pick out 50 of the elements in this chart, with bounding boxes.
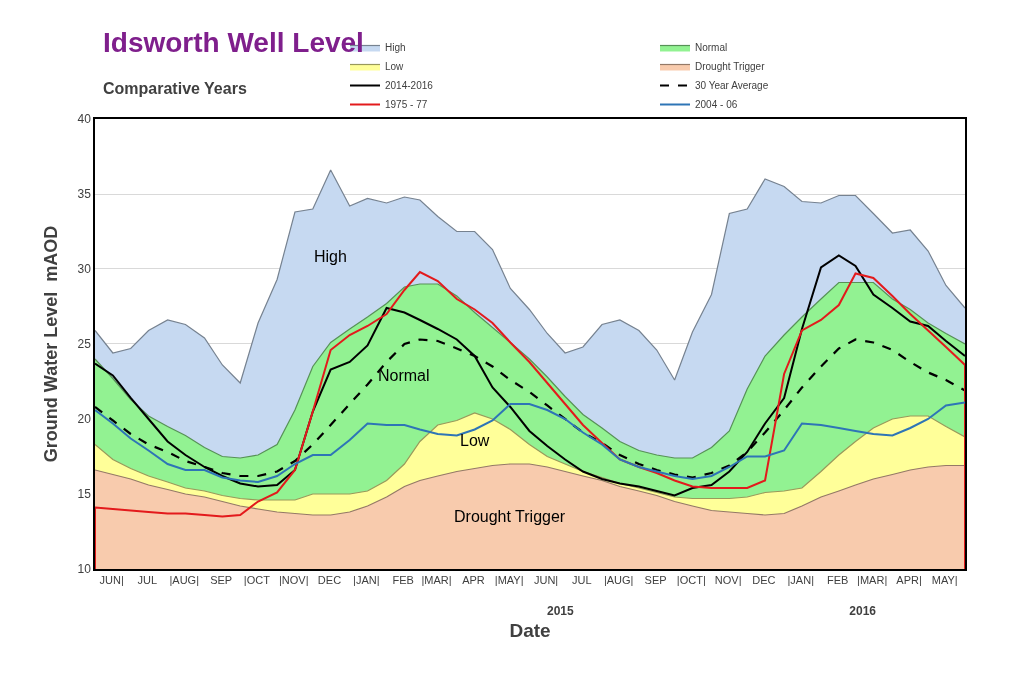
- x-tick-label: JUN|: [99, 573, 124, 586]
- x2-tick-label: 2016: [849, 603, 877, 618]
- x-tick-label: |JAN|: [353, 573, 380, 586]
- y-tick-label: 35: [77, 187, 92, 202]
- x-tick-label: |JAN|: [787, 573, 815, 586]
- y-tick-label: 15: [77, 487, 92, 502]
- x-tick-label: |MAY|: [494, 573, 524, 586]
- x-tick-label: SEP: [644, 573, 667, 586]
- x-tick-label: JUL: [571, 573, 592, 586]
- annotation: Low: [460, 432, 490, 449]
- y-tick-label: 20: [77, 412, 92, 427]
- annotation: Normal: [378, 367, 430, 384]
- y-axis-title: Ground Water Level mAOD: [41, 225, 62, 463]
- legend-label: 2014-2016: [385, 80, 434, 92]
- annotation: Drought Trigger: [454, 508, 566, 525]
- x-tick-label: |AUG|: [603, 573, 634, 586]
- x-tick-label: MAY|: [931, 573, 958, 586]
- x-tick-label: FEB: [392, 573, 414, 586]
- x-tick-label: |MAR|: [421, 573, 452, 586]
- x-tick-label: APR|: [896, 573, 922, 586]
- x-tick-label: APR: [462, 573, 485, 586]
- legend-label: 1975 - 77: [385, 99, 428, 111]
- legend-label: 2004 - 06: [695, 99, 738, 111]
- y-tick-label: 25: [77, 337, 92, 352]
- y-tick-label: 10: [77, 562, 92, 577]
- x-tick-label: |OCT: [243, 573, 271, 586]
- x-tick-label: DEC: [317, 573, 342, 586]
- x2-tick-label: 2015: [547, 603, 575, 618]
- legend-label: High: [385, 42, 406, 54]
- x-tick-label: DEC: [752, 573, 776, 586]
- annotation: High: [314, 248, 347, 265]
- x-tick-label: |OCT|: [676, 573, 706, 586]
- x-tick-label: JUL: [137, 573, 158, 586]
- legend-label: 30 Year Average: [695, 80, 769, 92]
- x-tick-label: JUN|: [533, 573, 559, 586]
- chart-subtitle: Comparative Years: [103, 80, 247, 98]
- chart-title: Idsworth Well Level: [103, 26, 364, 58]
- legend-label: Drought Trigger: [695, 61, 766, 73]
- x-tick-label: SEP: [210, 573, 233, 586]
- x-tick-label: |MAR|: [857, 573, 888, 586]
- x-tick-label: FEB: [826, 573, 849, 586]
- x-tick-label: |AUG|: [169, 573, 200, 586]
- line-series: [95, 401, 965, 483]
- legend-label: Normal: [695, 42, 728, 54]
- x-axis-title: Date: [509, 619, 551, 641]
- x-tick-label: NOV|: [714, 573, 742, 586]
- x-tick-label: |NOV|: [278, 573, 309, 586]
- y-tick-label: 40: [77, 112, 92, 127]
- legend-label: Low: [385, 61, 405, 73]
- y-tick-label: 30: [77, 262, 92, 277]
